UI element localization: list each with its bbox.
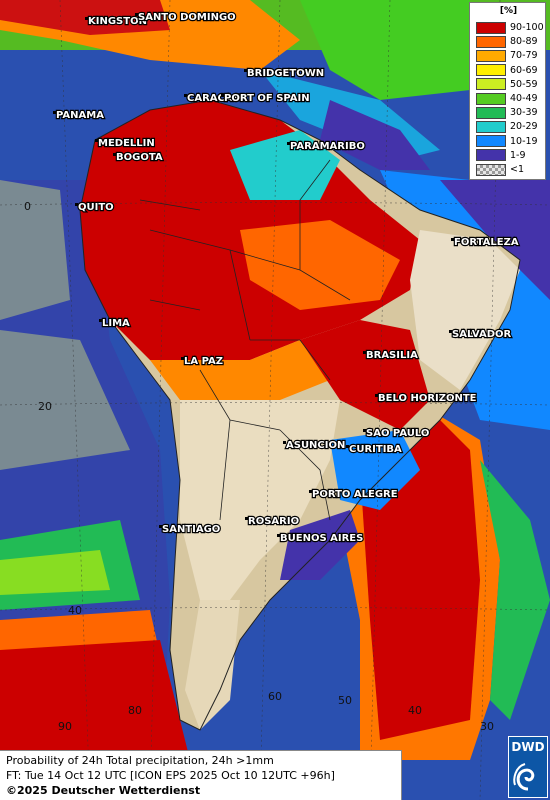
- legend-label: 60-69: [510, 64, 538, 76]
- caption-copyright: ©2025 Deutscher Wetterdienst: [6, 784, 201, 797]
- legend-label: 10-19: [510, 135, 538, 147]
- city-label: FORTALEZA: [454, 237, 519, 248]
- graticule-label: 40: [408, 704, 422, 717]
- legend-label: 50-59: [510, 78, 538, 90]
- map-caption: Probability of 24h Total precipitation, …: [0, 750, 402, 800]
- city-marker: [113, 153, 116, 156]
- city-label: MEDELLIN: [98, 138, 155, 149]
- legend-item: 30-39: [476, 106, 538, 119]
- legend-item: 60-69: [476, 64, 538, 77]
- city-label: ASUNCION: [286, 440, 345, 451]
- legend-unit: [%]: [499, 6, 518, 16]
- legend-item: 80-89: [476, 35, 538, 48]
- city-marker: [277, 534, 280, 537]
- legend-swatch: [476, 64, 506, 77]
- legend-item: 40-49: [476, 92, 538, 105]
- legend-swatch: [476, 120, 506, 133]
- legend-label: 70-79: [510, 50, 538, 62]
- city-marker: [309, 490, 312, 493]
- dwd-logo: DWD: [508, 736, 548, 798]
- legend-swatch: [476, 149, 506, 162]
- city-marker: [181, 357, 184, 360]
- city-marker: [449, 330, 452, 333]
- city-marker: [451, 238, 454, 241]
- city-label: QUITO: [78, 202, 114, 213]
- city-label: CARACAS: [187, 93, 240, 104]
- legend-label: 40-49: [510, 93, 538, 104]
- graticule-label: 20: [38, 400, 52, 413]
- swirl-icon: [513, 763, 535, 791]
- legend-swatch: [476, 92, 506, 105]
- city-label: SALVADOR: [452, 329, 512, 340]
- caption-forecast-time: FT: Tue 14 Oct 12 UTC [ICON EPS 2025 Oct…: [6, 769, 335, 782]
- dwd-logo-text: DWD: [511, 740, 545, 754]
- city-label: SAO PAULO: [366, 428, 429, 439]
- city-marker: [363, 429, 366, 432]
- city-label: BRIDGETOWN: [247, 68, 324, 79]
- city-marker: [184, 94, 187, 97]
- city-label: ROSARIO: [248, 516, 299, 527]
- legend-swatch: [476, 21, 506, 34]
- city-marker: [135, 13, 138, 16]
- city-marker: [85, 17, 88, 20]
- legend-label: 1-9: [510, 149, 526, 161]
- legend-item: <1: [476, 163, 524, 176]
- city-label: PORTO ALEGRE: [312, 489, 398, 500]
- legend-swatch: [476, 35, 506, 48]
- legend-item: 1-9: [476, 149, 526, 162]
- caption-title: Probability of 24h Total precipitation, …: [6, 754, 274, 767]
- legend-label: 80-89: [510, 36, 538, 48]
- city-label: LIMA: [102, 318, 130, 329]
- city-marker: [159, 525, 162, 528]
- legend-item: 70-79: [476, 49, 538, 62]
- city-marker: [287, 142, 290, 145]
- city-label: CURITIBA: [349, 444, 402, 455]
- graticule-label: 60: [268, 690, 282, 703]
- city-marker: [99, 319, 102, 322]
- city-label: BRASILIA: [366, 350, 418, 361]
- city-label: PANAMA: [56, 110, 104, 121]
- city-marker: [283, 441, 286, 444]
- legend: [%] 90-100 80-89 70-79 60-69 50-59 40-49 30-39…: [469, 2, 546, 180]
- city-marker: [95, 139, 98, 142]
- city-marker: [245, 517, 248, 520]
- graticule-label: 90: [58, 720, 72, 733]
- city-label: PARAMARIBO: [290, 141, 365, 152]
- city-label: BELO HORIZONTE: [378, 393, 477, 404]
- legend-swatch: [476, 106, 506, 119]
- city-label: SANTIAGO: [162, 524, 220, 535]
- city-label: BOGOTA: [116, 152, 163, 163]
- city-label: SANTO DOMINGO: [138, 12, 236, 23]
- legend-swatch: [476, 49, 506, 62]
- legend-label: <1: [510, 164, 525, 175]
- city-marker: [244, 69, 247, 72]
- legend-item: 20-29: [476, 120, 538, 133]
- graticule-label: 40: [68, 604, 82, 617]
- city-label: KINGSTON: [88, 16, 147, 27]
- city-marker: [375, 394, 378, 397]
- legend-item: 90-100: [476, 21, 544, 34]
- legend-swatch: [476, 163, 506, 176]
- graticule-label: 30: [480, 720, 494, 733]
- city-marker: [221, 94, 224, 97]
- legend-label: 90-100: [510, 22, 544, 33]
- legend-swatch: [476, 78, 506, 91]
- graticule-label: 0: [24, 200, 31, 213]
- city-label: PORT OF SPAIN: [224, 93, 310, 104]
- graticule-label: 50: [338, 694, 352, 707]
- city-label: BUENOS AIRES: [280, 533, 363, 544]
- city-marker: [75, 203, 78, 206]
- city-marker: [53, 111, 56, 114]
- legend-item: 50-59: [476, 78, 538, 91]
- city-marker: [346, 445, 349, 448]
- legend-item: 10-19: [476, 135, 538, 148]
- graticule-label: 80: [128, 704, 142, 717]
- legend-swatch: [476, 135, 506, 148]
- city-marker: [363, 351, 366, 354]
- legend-label: 30-39: [510, 107, 538, 119]
- legend-label: 20-29: [510, 121, 538, 133]
- city-label: LA PAZ: [184, 356, 223, 367]
